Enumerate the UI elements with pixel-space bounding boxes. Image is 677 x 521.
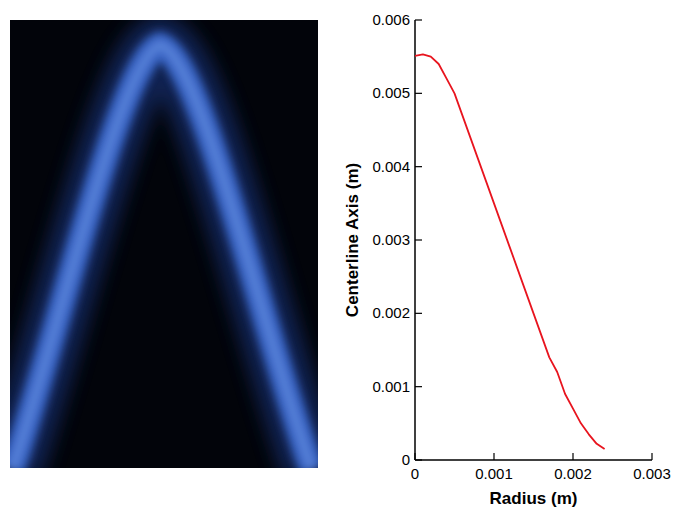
x-tick	[493, 453, 494, 460]
y-tick-label: 0.001	[372, 378, 410, 395]
y-tick-label: 0.004	[372, 158, 410, 175]
x-tick	[572, 453, 573, 460]
x-tick-label: 0.003	[633, 465, 671, 482]
flame-core	[12, 45, 312, 468]
flame-glow	[12, 45, 312, 468]
y-tick	[415, 239, 422, 240]
y-tick	[415, 19, 422, 20]
y-tick-label: 0.003	[372, 231, 410, 248]
y-tick-label: 0.006	[372, 11, 410, 28]
x-axis-title: Radius (m)	[490, 489, 578, 508]
plot-area	[415, 54, 605, 449]
y-axis-title: Centerline Axis (m)	[343, 163, 362, 317]
figure: 0 0.001 0.002 0.003 0.004 0.005 0.006 0 0.001 0.0…	[0, 0, 677, 521]
y-tick	[415, 166, 422, 167]
y-tick	[415, 93, 422, 94]
y-tick-label: 0	[402, 451, 410, 468]
y-tick	[415, 459, 422, 460]
y-tick	[415, 386, 422, 387]
x-tick-label: 0.002	[554, 465, 592, 482]
y-tick-label: 0.002	[372, 304, 410, 321]
axes: 0 0.001 0.002 0.003 0.004 0.005 0.006 0 0.001 0.0…	[372, 11, 670, 482]
flame-photo	[10, 20, 318, 468]
x-tick	[414, 453, 415, 460]
x-tick-label: 0.001	[475, 465, 513, 482]
y-tick	[415, 313, 422, 314]
data-line	[415, 54, 605, 449]
y-tick-label: 0.005	[372, 84, 410, 101]
x-axis-line	[415, 459, 652, 461]
x-tick-label: 0	[411, 465, 419, 482]
flame-band	[12, 45, 312, 468]
x-tick	[651, 453, 652, 460]
